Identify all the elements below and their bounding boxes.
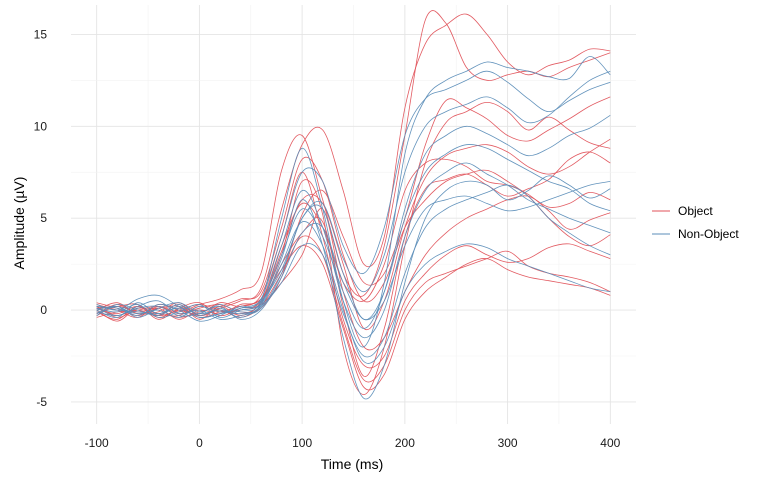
y-tick-label: 0 — [40, 303, 47, 317]
non-object-series-line-20 — [96, 181, 611, 321]
non-object-series-line-15 — [96, 175, 611, 400]
series-lines — [96, 10, 611, 400]
object-series-line-11 — [96, 245, 611, 391]
object-series-line-5 — [96, 191, 611, 351]
x-tick-label: 200 — [395, 436, 415, 450]
x-axis-title: Time (ms) — [321, 456, 383, 472]
x-tick-label: 100 — [292, 436, 312, 450]
legend: Object Non-Object — [652, 204, 739, 241]
non-object-series-line-19 — [96, 114, 611, 329]
object-series-line-2 — [96, 13, 611, 318]
x-tick-label: 0 — [196, 436, 203, 450]
x-axis-ticks: -100 0 100 200 300 400 — [85, 436, 621, 450]
y-tick-label: 5 — [40, 211, 47, 225]
non-object-series-line-18 — [96, 221, 611, 364]
y-tick-label: 15 — [34, 27, 48, 41]
y-tick-label: -5 — [36, 395, 47, 409]
non-object-series-line-14 — [96, 144, 611, 321]
non-object-series-line-16 — [96, 184, 611, 358]
legend-label-non-object: Non-Object — [678, 227, 739, 241]
x-tick-label: 400 — [600, 436, 620, 450]
object-series-line-6 — [96, 171, 611, 369]
x-tick-label: -100 — [85, 436, 109, 450]
non-object-series-line-22 — [96, 70, 611, 318]
non-object-series-line-21 — [96, 162, 611, 339]
y-axis-title: Amplitude (µV) — [11, 177, 27, 270]
x-tick-label: 300 — [498, 436, 518, 450]
y-axis-ticks: -5 0 5 10 15 — [34, 27, 48, 409]
y-tick-label: 10 — [34, 119, 48, 133]
object-series-line-3 — [96, 101, 611, 396]
legend-label-object: Object — [678, 204, 713, 218]
